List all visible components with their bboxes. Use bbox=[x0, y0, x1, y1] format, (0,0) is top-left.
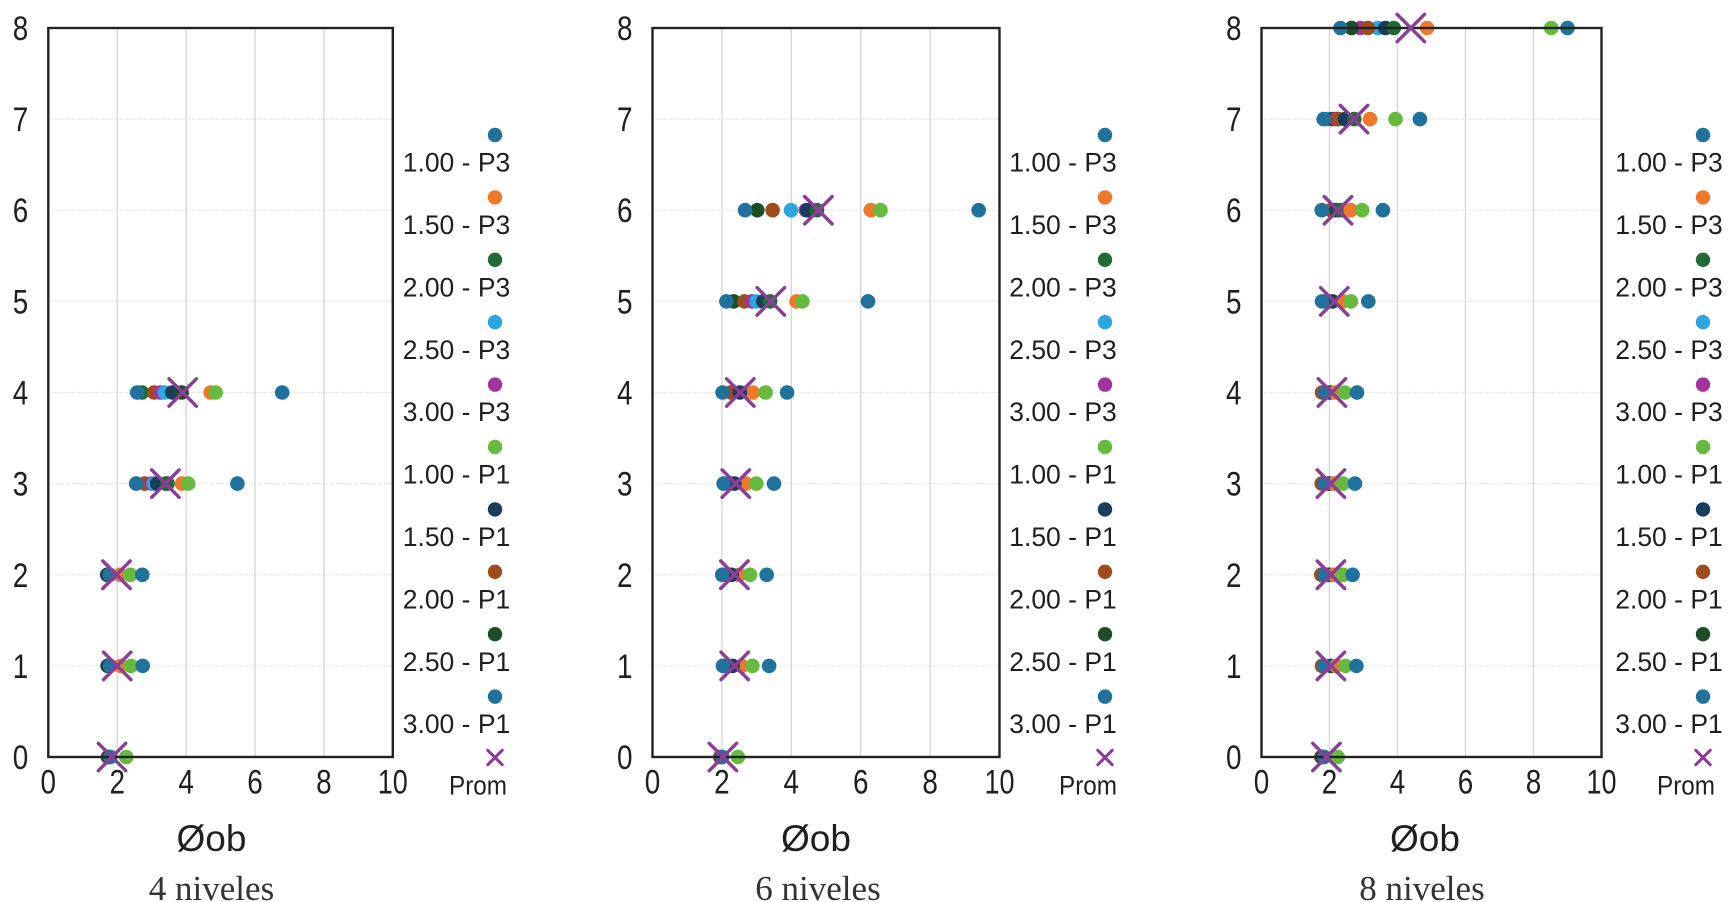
svg-text:0: 0 bbox=[645, 764, 661, 802]
svg-text:8: 8 bbox=[1226, 10, 1242, 48]
svg-text:3.00 - P3: 3.00 - P3 bbox=[1615, 397, 1723, 427]
svg-text:6 niveles: 6 niveles bbox=[755, 869, 880, 902]
svg-text:1.00 - P3: 1.00 - P3 bbox=[403, 148, 511, 178]
svg-text:1.50 - P1: 1.50 - P1 bbox=[1009, 522, 1117, 552]
svg-text:6: 6 bbox=[853, 764, 869, 802]
svg-text:5: 5 bbox=[1226, 283, 1242, 321]
svg-text:3: 3 bbox=[1226, 466, 1242, 504]
svg-text:1: 1 bbox=[13, 648, 29, 686]
svg-text:2.50 - P1: 2.50 - P1 bbox=[403, 647, 511, 677]
svg-text:0: 0 bbox=[1226, 739, 1242, 777]
svg-text:6: 6 bbox=[1226, 192, 1242, 230]
svg-text:2: 2 bbox=[714, 764, 730, 802]
svg-text:2: 2 bbox=[1226, 557, 1242, 595]
svg-text:4: 4 bbox=[1226, 375, 1242, 413]
svg-text:Øob: Øob bbox=[781, 818, 851, 859]
svg-text:4: 4 bbox=[1390, 764, 1406, 802]
svg-text:Prom: Prom bbox=[1059, 771, 1117, 801]
svg-text:4: 4 bbox=[784, 764, 800, 802]
svg-text:1.50 - P1: 1.50 - P1 bbox=[1615, 522, 1723, 552]
svg-text:2: 2 bbox=[109, 764, 125, 802]
svg-text:2.50 - P3: 2.50 - P3 bbox=[1009, 335, 1117, 365]
svg-text:5: 5 bbox=[13, 283, 29, 321]
svg-text:6: 6 bbox=[247, 764, 263, 802]
svg-text:Øob: Øob bbox=[1390, 818, 1460, 859]
svg-text:10: 10 bbox=[1587, 764, 1617, 802]
svg-text:Prom: Prom bbox=[449, 771, 507, 801]
svg-text:3.00 - P1: 3.00 - P1 bbox=[1009, 709, 1117, 739]
svg-text:2.00 - P3: 2.00 - P3 bbox=[1009, 272, 1117, 302]
svg-text:2.00 - P3: 2.00 - P3 bbox=[403, 272, 511, 302]
svg-text:2: 2 bbox=[1322, 764, 1338, 802]
svg-text:3: 3 bbox=[13, 466, 29, 504]
svg-text:4: 4 bbox=[178, 764, 194, 802]
svg-text:1.00 - P1: 1.00 - P1 bbox=[1615, 460, 1723, 490]
svg-text:1.50 - P1: 1.50 - P1 bbox=[403, 522, 511, 552]
svg-text:6: 6 bbox=[13, 192, 29, 230]
svg-text:2.00 - P1: 2.00 - P1 bbox=[1615, 584, 1723, 614]
svg-text:8: 8 bbox=[922, 764, 938, 802]
svg-text:7: 7 bbox=[617, 101, 633, 139]
svg-text:1.50 - P3: 1.50 - P3 bbox=[1009, 210, 1117, 240]
svg-text:10: 10 bbox=[985, 764, 1015, 802]
svg-text:1.50 - P3: 1.50 - P3 bbox=[1615, 210, 1723, 240]
svg-text:2.50 - P3: 2.50 - P3 bbox=[1615, 335, 1723, 365]
svg-text:1.00 - P1: 1.00 - P1 bbox=[1009, 460, 1117, 490]
svg-text:2: 2 bbox=[13, 557, 29, 595]
svg-text:6: 6 bbox=[617, 192, 633, 230]
svg-text:3: 3 bbox=[617, 466, 633, 504]
svg-text:2.50 - P1: 2.50 - P1 bbox=[1009, 647, 1117, 677]
svg-text:3.00 - P3: 3.00 - P3 bbox=[403, 397, 511, 427]
svg-text:0: 0 bbox=[13, 739, 29, 777]
svg-text:2: 2 bbox=[617, 557, 633, 595]
svg-text:8: 8 bbox=[1526, 764, 1542, 802]
svg-text:0: 0 bbox=[1254, 764, 1270, 802]
svg-text:2.00 - P1: 2.00 - P1 bbox=[403, 584, 511, 614]
svg-text:3.00 - P1: 3.00 - P1 bbox=[403, 709, 511, 739]
svg-text:Øob: Øob bbox=[177, 818, 247, 859]
svg-text:8 niveles: 8 niveles bbox=[1359, 869, 1484, 902]
svg-text:Prom: Prom bbox=[1657, 771, 1715, 801]
svg-text:4: 4 bbox=[617, 375, 633, 413]
svg-text:7: 7 bbox=[13, 101, 29, 139]
svg-text:10: 10 bbox=[378, 764, 408, 802]
svg-text:5: 5 bbox=[617, 283, 633, 321]
svg-text:2.00 - P1: 2.00 - P1 bbox=[1009, 584, 1117, 614]
svg-text:7: 7 bbox=[1226, 101, 1242, 139]
svg-text:2.50 - P3: 2.50 - P3 bbox=[403, 335, 511, 365]
svg-text:1.00 - P1: 1.00 - P1 bbox=[403, 460, 511, 490]
svg-text:0: 0 bbox=[617, 739, 633, 777]
svg-text:3.00 - P3: 3.00 - P3 bbox=[1009, 397, 1117, 427]
svg-text:1: 1 bbox=[617, 648, 633, 686]
svg-text:3.00 - P1: 3.00 - P1 bbox=[1615, 709, 1723, 739]
svg-text:8: 8 bbox=[316, 764, 332, 802]
svg-text:0: 0 bbox=[41, 764, 57, 802]
svg-text:1.50 - P3: 1.50 - P3 bbox=[403, 210, 511, 240]
svg-text:1: 1 bbox=[1226, 648, 1242, 686]
svg-text:1.00 - P3: 1.00 - P3 bbox=[1009, 148, 1117, 178]
svg-text:8: 8 bbox=[13, 10, 29, 48]
svg-text:4: 4 bbox=[13, 375, 29, 413]
svg-text:1.00 - P3: 1.00 - P3 bbox=[1615, 148, 1723, 178]
svg-text:4 niveles: 4 niveles bbox=[149, 869, 274, 902]
svg-text:8: 8 bbox=[617, 10, 633, 48]
svg-text:2.00 - P3: 2.00 - P3 bbox=[1615, 272, 1723, 302]
svg-text:6: 6 bbox=[1458, 764, 1474, 802]
svg-text:2.50 - P1: 2.50 - P1 bbox=[1615, 647, 1723, 677]
